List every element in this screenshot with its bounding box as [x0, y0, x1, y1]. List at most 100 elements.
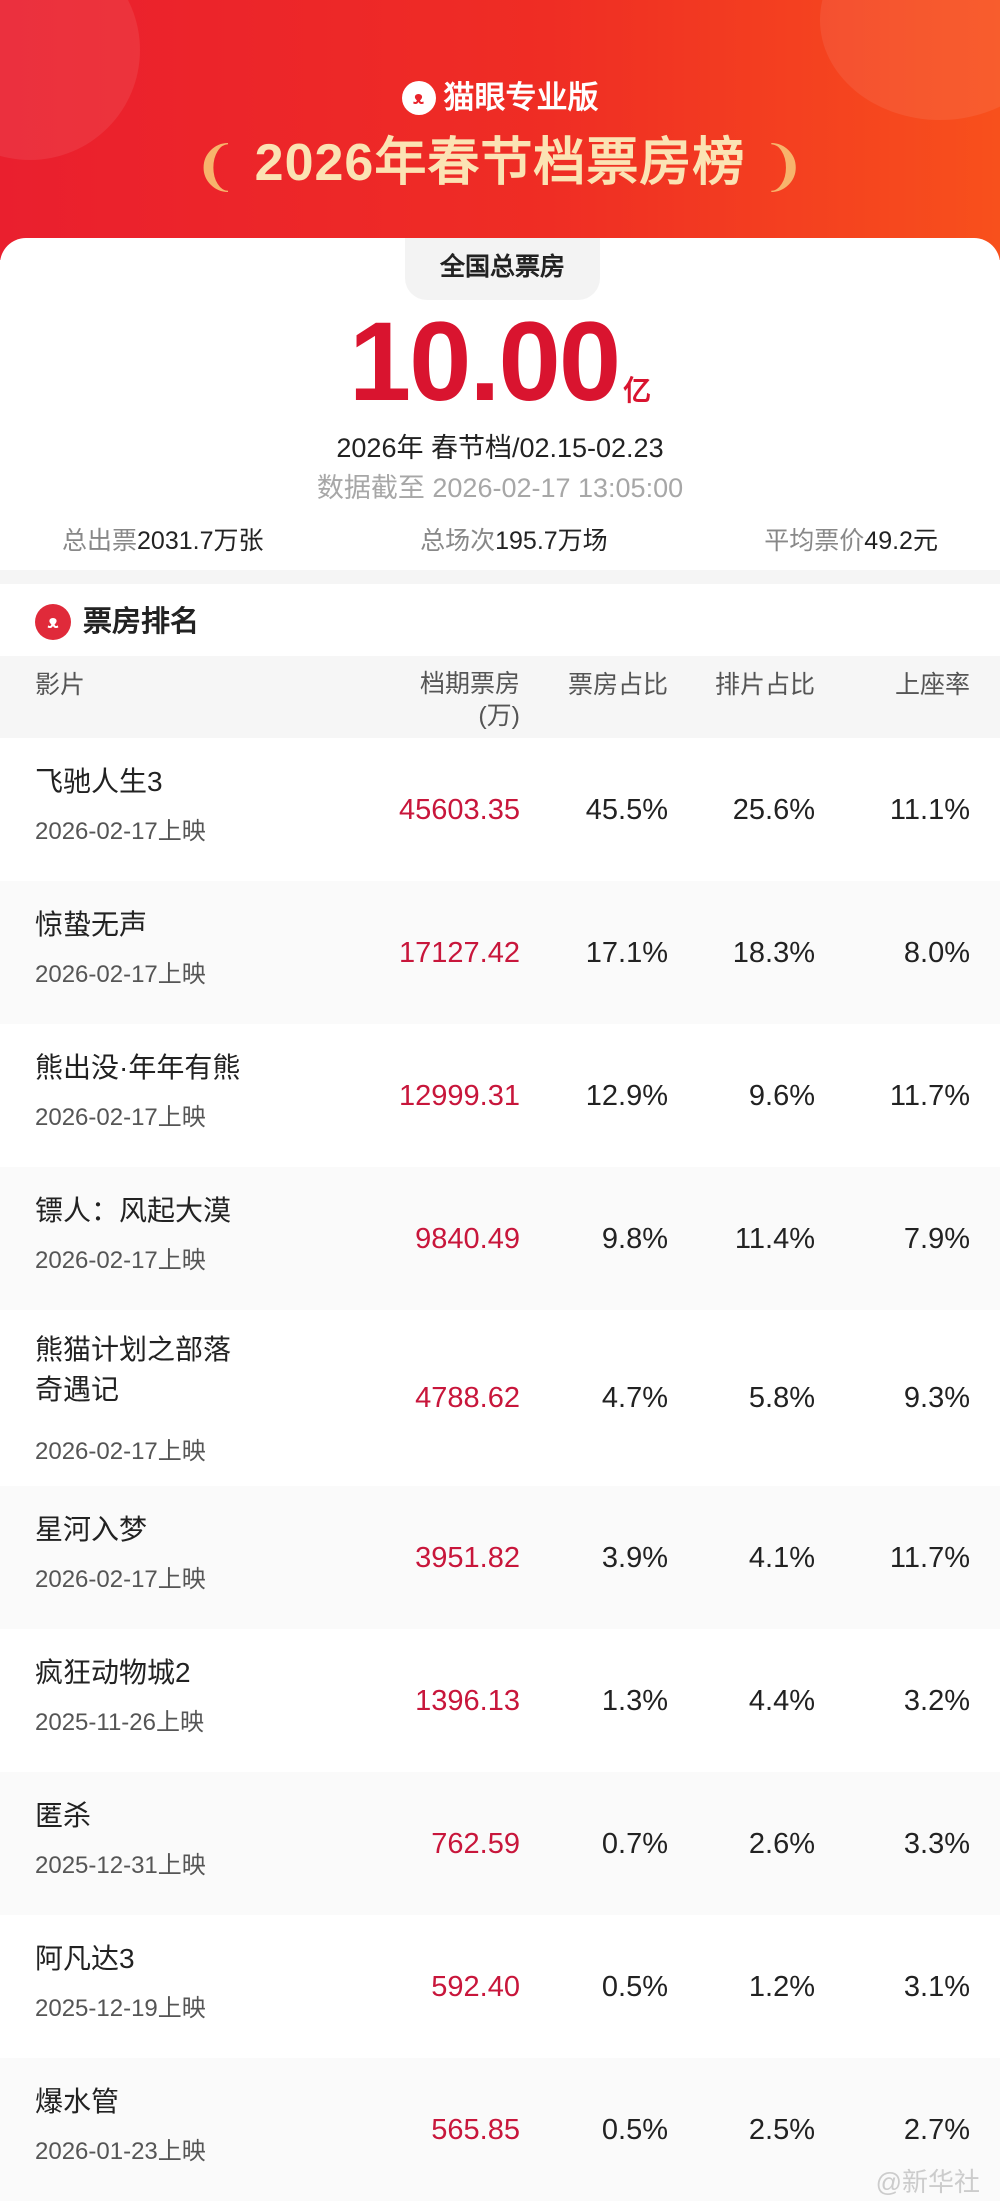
- table-row[interactable]: 镖人：风起大漠 2026-02-17上映 9840.49 9.8% 11.4% 7.9%: [0, 1167, 1000, 1310]
- summary-card: 全国总票房 10.00 亿 2026年 春节档/02.15-02.23 数据截至 …: [0, 238, 1000, 2201]
- release-date: 2026-02-17上映: [35, 961, 206, 988]
- brand-name: 猫眼专业版: [443, 80, 599, 115]
- box-share: 17.1%: [585, 936, 668, 969]
- table-row[interactable]: 疯狂动物城2 2025-11-26上映 1396.13 1.3% 4.4% 3.2%: [0, 1629, 1000, 1772]
- table-row[interactable]: 阿凡达3 2025-12-19上映 592.40 0.5% 1.2% 3.1%: [0, 1915, 1000, 2058]
- col-occupancy: 上座率: [894, 671, 970, 699]
- film-name: 镖人：风起大漠: [35, 1195, 232, 1226]
- occupancy: 3.3%: [903, 1827, 970, 1860]
- film-name: 疯狂动物城2: [35, 1657, 191, 1688]
- ranking-header: ᴥ 票房排名: [35, 604, 199, 640]
- table-row[interactable]: 熊猫计划之部落奇遇记 2026-02-17上映 4788.62 4.7% 5.8% 9.3…: [0, 1310, 1000, 1486]
- box-share: 4.7%: [601, 1382, 668, 1414]
- release-date: 2026-02-17上映: [35, 818, 206, 845]
- occupancy: 7.9%: [903, 1222, 970, 1255]
- occupancy: 8.0%: [903, 936, 970, 969]
- weibo-watermark: @新华社: [875, 2167, 980, 2197]
- film-name: 阿凡达3: [35, 1943, 135, 1974]
- occupancy: 9.3%: [903, 1382, 970, 1414]
- occupancy: 11.7%: [889, 1079, 970, 1112]
- header-banner: ᴥ 猫眼专业版 ❨ 2026年春节档票房榜 ❩: [0, 0, 1000, 260]
- col-film: 影片: [35, 671, 86, 699]
- box-office: 592.40: [431, 1970, 520, 2003]
- col-box-share: 票房占比: [567, 671, 668, 699]
- period: 2026年 春节档/02.15-02.23: [336, 433, 664, 463]
- table-row[interactable]: 惊蛰无声 2026-02-17上映 17127.42 17.1% 18.3% 8.0%: [0, 881, 1000, 1024]
- table-row[interactable]: 熊出没·年年有熊 2026-02-17上映 12999.31 12.9% 9.6% 11.…: [0, 1024, 1000, 1167]
- occupancy: 3.2%: [903, 1684, 970, 1717]
- table-row[interactable]: 爆水管 2026-01-23上映 565.85 0.5% 2.5% 2.7%: [0, 2058, 1000, 2201]
- screen-share: 18.3%: [732, 936, 815, 969]
- data-timestamp: 数据截至 2026-02-17 13:05:00: [316, 473, 684, 503]
- screen-share: 5.8%: [748, 1382, 815, 1414]
- release-date: 2025-12-31上映: [35, 1852, 206, 1879]
- box-office: 565.85: [431, 2113, 520, 2146]
- box-share: 45.5%: [585, 793, 668, 826]
- stat-tickets: 总出票2031.7万张: [62, 527, 264, 555]
- total-box-office: 10.00 亿: [0, 304, 1000, 420]
- box-office: 4788.62: [415, 1382, 520, 1414]
- tab-national-box-office[interactable]: 全国总票房: [405, 238, 600, 300]
- table-row[interactable]: 飞驰人生3 2026-02-17上映 45603.35 45.5% 25.6% 11.1%: [0, 738, 1000, 881]
- film-name: 惊蛰无声: [35, 909, 148, 940]
- release-date: 2025-11-26上映: [35, 1709, 204, 1736]
- release-date: 2026-02-17上映: [35, 1104, 206, 1131]
- release-date: 2026-01-23上映: [35, 2138, 206, 2165]
- box-share: 0.5%: [601, 1970, 668, 2003]
- box-office: 12999.31: [399, 1079, 520, 1112]
- film-name: 熊猫计划之部落奇遇记: [35, 1334, 232, 1405]
- box-share: 0.5%: [601, 2113, 668, 2146]
- total-unit: 亿: [623, 375, 652, 406]
- screen-share: 25.6%: [732, 793, 815, 826]
- box-share: 12.9%: [585, 1079, 668, 1112]
- film-name: 爆水管: [35, 2086, 120, 2117]
- release-date: 2026-02-17上映: [35, 1247, 206, 1274]
- col-box-office: 档期票房 (万): [419, 670, 520, 730]
- film-name: 飞驰人生3: [35, 766, 163, 797]
- table-header: 影片 档期票房 (万) 票房占比 排片占比 上座率: [0, 656, 1000, 738]
- box-office: 1396.13: [415, 1684, 520, 1717]
- maoyan-logo-icon: ᴥ: [35, 604, 71, 640]
- brand: ᴥ 猫眼专业版: [0, 80, 1000, 116]
- screen-share: 2.6%: [748, 1827, 815, 1860]
- box-office: 45603.35: [399, 793, 520, 826]
- box-office: 3951.82: [415, 1541, 520, 1574]
- release-date: 2026-02-17上映: [35, 1438, 206, 1465]
- screen-share: 2.5%: [748, 2113, 815, 2146]
- screen-share: 4.4%: [748, 1684, 815, 1717]
- screen-share: 9.6%: [748, 1079, 815, 1112]
- occupancy: 2.7%: [903, 2113, 970, 2146]
- stat-avg-price: 平均票价49.2元: [764, 527, 938, 555]
- occupancy: 11.1%: [889, 793, 970, 826]
- page-title-text: 2026年春节档票房榜: [254, 134, 746, 192]
- release-date: 2025-12-19上映: [35, 1995, 206, 2022]
- table-row[interactable]: 星河入梦 2026-02-17上映 3951.82 3.9% 4.1% 11.7%: [0, 1486, 1000, 1629]
- film-name: 熊出没·年年有熊: [35, 1052, 241, 1083]
- release-date: 2026-02-17上映: [35, 1566, 206, 1593]
- laurel-left-icon: ❨: [192, 136, 240, 197]
- box-share: 0.7%: [601, 1827, 668, 1860]
- screen-share: 4.1%: [748, 1541, 815, 1574]
- box-office: 17127.42: [399, 936, 520, 969]
- stats-row: 总出票2031.7万张 总场次195.7万场 平均票价49.2元: [62, 526, 938, 556]
- maoyan-logo-icon: ᴥ: [401, 81, 436, 115]
- box-office: 9840.49: [415, 1222, 520, 1255]
- total-value: 10.00: [348, 299, 621, 424]
- ranking-title: 票房排名: [83, 606, 200, 638]
- box-share: 3.9%: [601, 1541, 668, 1574]
- screen-share: 11.4%: [734, 1222, 815, 1255]
- table-row[interactable]: 匿杀 2025-12-31上映 762.59 0.7% 2.6% 3.3%: [0, 1772, 1000, 1915]
- box-share: 9.8%: [601, 1222, 668, 1255]
- occupancy: 11.7%: [889, 1541, 970, 1574]
- stat-shows: 总场次195.7万场: [420, 527, 608, 555]
- box-share: 1.3%: [601, 1684, 668, 1717]
- film-name: 星河入梦: [35, 1514, 148, 1545]
- page-title: ❨ 2026年春节档票房榜 ❩: [0, 132, 1000, 197]
- occupancy: 3.1%: [903, 1970, 970, 2003]
- film-name: 匿杀: [35, 1800, 92, 1831]
- divider: [0, 570, 1000, 584]
- screen-share: 1.2%: [748, 1970, 815, 2003]
- box-office: 762.59: [431, 1827, 520, 1860]
- laurel-right-icon: ❩: [760, 136, 808, 197]
- col-screen-share: 排片占比: [714, 671, 815, 699]
